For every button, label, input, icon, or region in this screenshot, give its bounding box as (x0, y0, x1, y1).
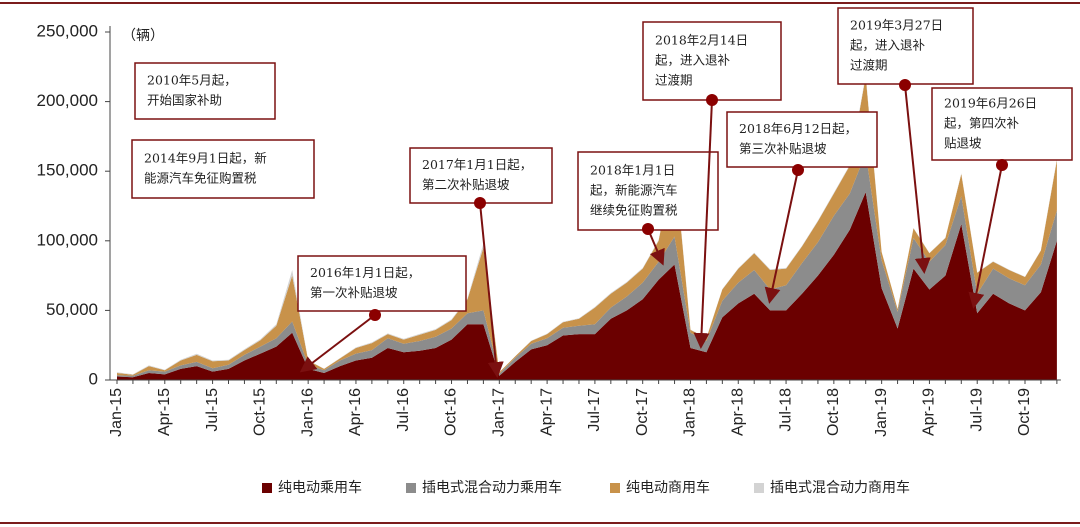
x-tick-label: Jan-16 (299, 388, 316, 437)
x-tick-label: Jul-16 (395, 388, 412, 432)
annotation-text: 起，进入退补 (850, 38, 926, 53)
annotation-box (297, 255, 467, 312)
annotation-text: 开始国家补助 (147, 93, 222, 108)
x-tick-label: Jan-18 (682, 388, 699, 437)
area (117, 153, 1057, 378)
x-tick-label: Oct-16 (443, 388, 460, 436)
annotation-dot (706, 94, 718, 106)
annotation-dot (474, 197, 486, 209)
y-axis-label: （辆） (122, 28, 164, 44)
annotation-arrow (764, 169, 799, 304)
legend-swatch (262, 483, 272, 493)
x-tick-label: Oct-19 (1016, 388, 1033, 436)
legend-label: 纯电动乘用车 (278, 479, 362, 496)
y-tick-label: 100,000 (37, 230, 98, 249)
annotation-text: 贴退坡 (944, 136, 982, 151)
x-tick-label: Jan-19 (873, 388, 890, 437)
y-tick-label: 200,000 (37, 91, 98, 110)
x-tick-label: Apr-16 (347, 388, 364, 436)
legend-label: 插电式混合动力商用车 (770, 479, 910, 496)
x-tick-label: Apr-15 (156, 388, 173, 436)
x-tick-label: Oct-15 (252, 388, 269, 436)
annotation-text: 第三次补贴退坡 (739, 141, 827, 156)
annotation-text: 2016年1月1日起， (310, 265, 420, 280)
annotation-text: 2018年1月1日 (590, 163, 675, 178)
annotation-dot (899, 79, 911, 91)
area (117, 76, 1057, 376)
legend-label: 纯电动商用车 (626, 479, 710, 496)
x-tick-label: Jan-17 (491, 388, 508, 437)
x-tick-label: Apr-18 (729, 388, 746, 436)
annotation-text: 继续免征购置税 (590, 203, 678, 218)
y-tick-label: 150,000 (37, 161, 98, 180)
annotation-text: 过渡期 (655, 73, 693, 88)
annotation-arrow (299, 314, 376, 373)
x-tick-label: Apr-19 (921, 388, 938, 436)
annotation-box (726, 111, 878, 168)
annotation-dot (369, 309, 381, 321)
legend-label: 插电式混合动力乘用车 (422, 479, 562, 496)
x-tick-label: Jul-19 (968, 388, 985, 432)
y-tick-label: 250,000 (37, 21, 98, 40)
annotation-text: 能源汽车免征购置税 (144, 171, 257, 186)
annotation-text: 2019年3月27日 (850, 18, 943, 33)
annotation-arrow (904, 84, 931, 274)
legend-swatch (754, 483, 764, 493)
annotation-text: 第一次补贴退坡 (310, 285, 398, 300)
legend: 纯电动乘用车 插电式混合动力乘用车 纯电动商用车 插电式混合动力商用车 (262, 479, 910, 496)
x-tick-label: Oct-18 (825, 388, 842, 436)
plot: 0 50,000 100,000 150,000 200,000 250,000 Jan-1… (37, 21, 1061, 437)
x-tick-label: Jul-18 (777, 388, 794, 432)
annotation-text: 第二次补贴退坡 (422, 177, 510, 192)
annotation-text: 起，新能源汽车 (590, 183, 678, 198)
annotation-box (642, 21, 782, 101)
annotation-text: 2017年1月1日起， (422, 157, 532, 172)
annotation-text: 2018年6月12日起， (739, 121, 857, 136)
y-tick-label: 50,000 (46, 300, 98, 319)
annotation-box (577, 151, 719, 231)
y-tick-label: 0 (89, 369, 98, 388)
annotation-box (134, 62, 276, 120)
legend-swatch (610, 483, 620, 493)
annotation-text: 2019年6月26日 (944, 96, 1037, 111)
x-tick-label: Oct-17 (634, 388, 651, 436)
annotation-box (131, 139, 315, 199)
annotation-dot (642, 223, 654, 235)
annotation-dot (792, 164, 804, 176)
annotation-text: 起，第四次补 (944, 116, 1020, 131)
annotation-box (409, 147, 553, 204)
annotation-text: 2014年9月1日起，新 (144, 151, 267, 166)
annotation-text: 2010年5月起， (147, 73, 237, 88)
annotation-dot (996, 159, 1008, 171)
annotation-arrow (479, 202, 504, 378)
x-tick-label: Jul-17 (586, 388, 603, 432)
area (117, 192, 1057, 380)
annotation-text: 起，进入退补 (655, 53, 731, 68)
x-tick-label: Jul-15 (204, 388, 221, 432)
annotation-arrow (693, 99, 713, 349)
annotation-arrow (968, 164, 1003, 309)
legend-swatch (406, 483, 416, 493)
x-tick-label: Apr-17 (538, 388, 555, 436)
x-tick-label: Jan-15 (108, 388, 125, 437)
annotation-text: 2018年2月14日 (655, 33, 748, 48)
annotation-text: 过渡期 (850, 58, 888, 73)
